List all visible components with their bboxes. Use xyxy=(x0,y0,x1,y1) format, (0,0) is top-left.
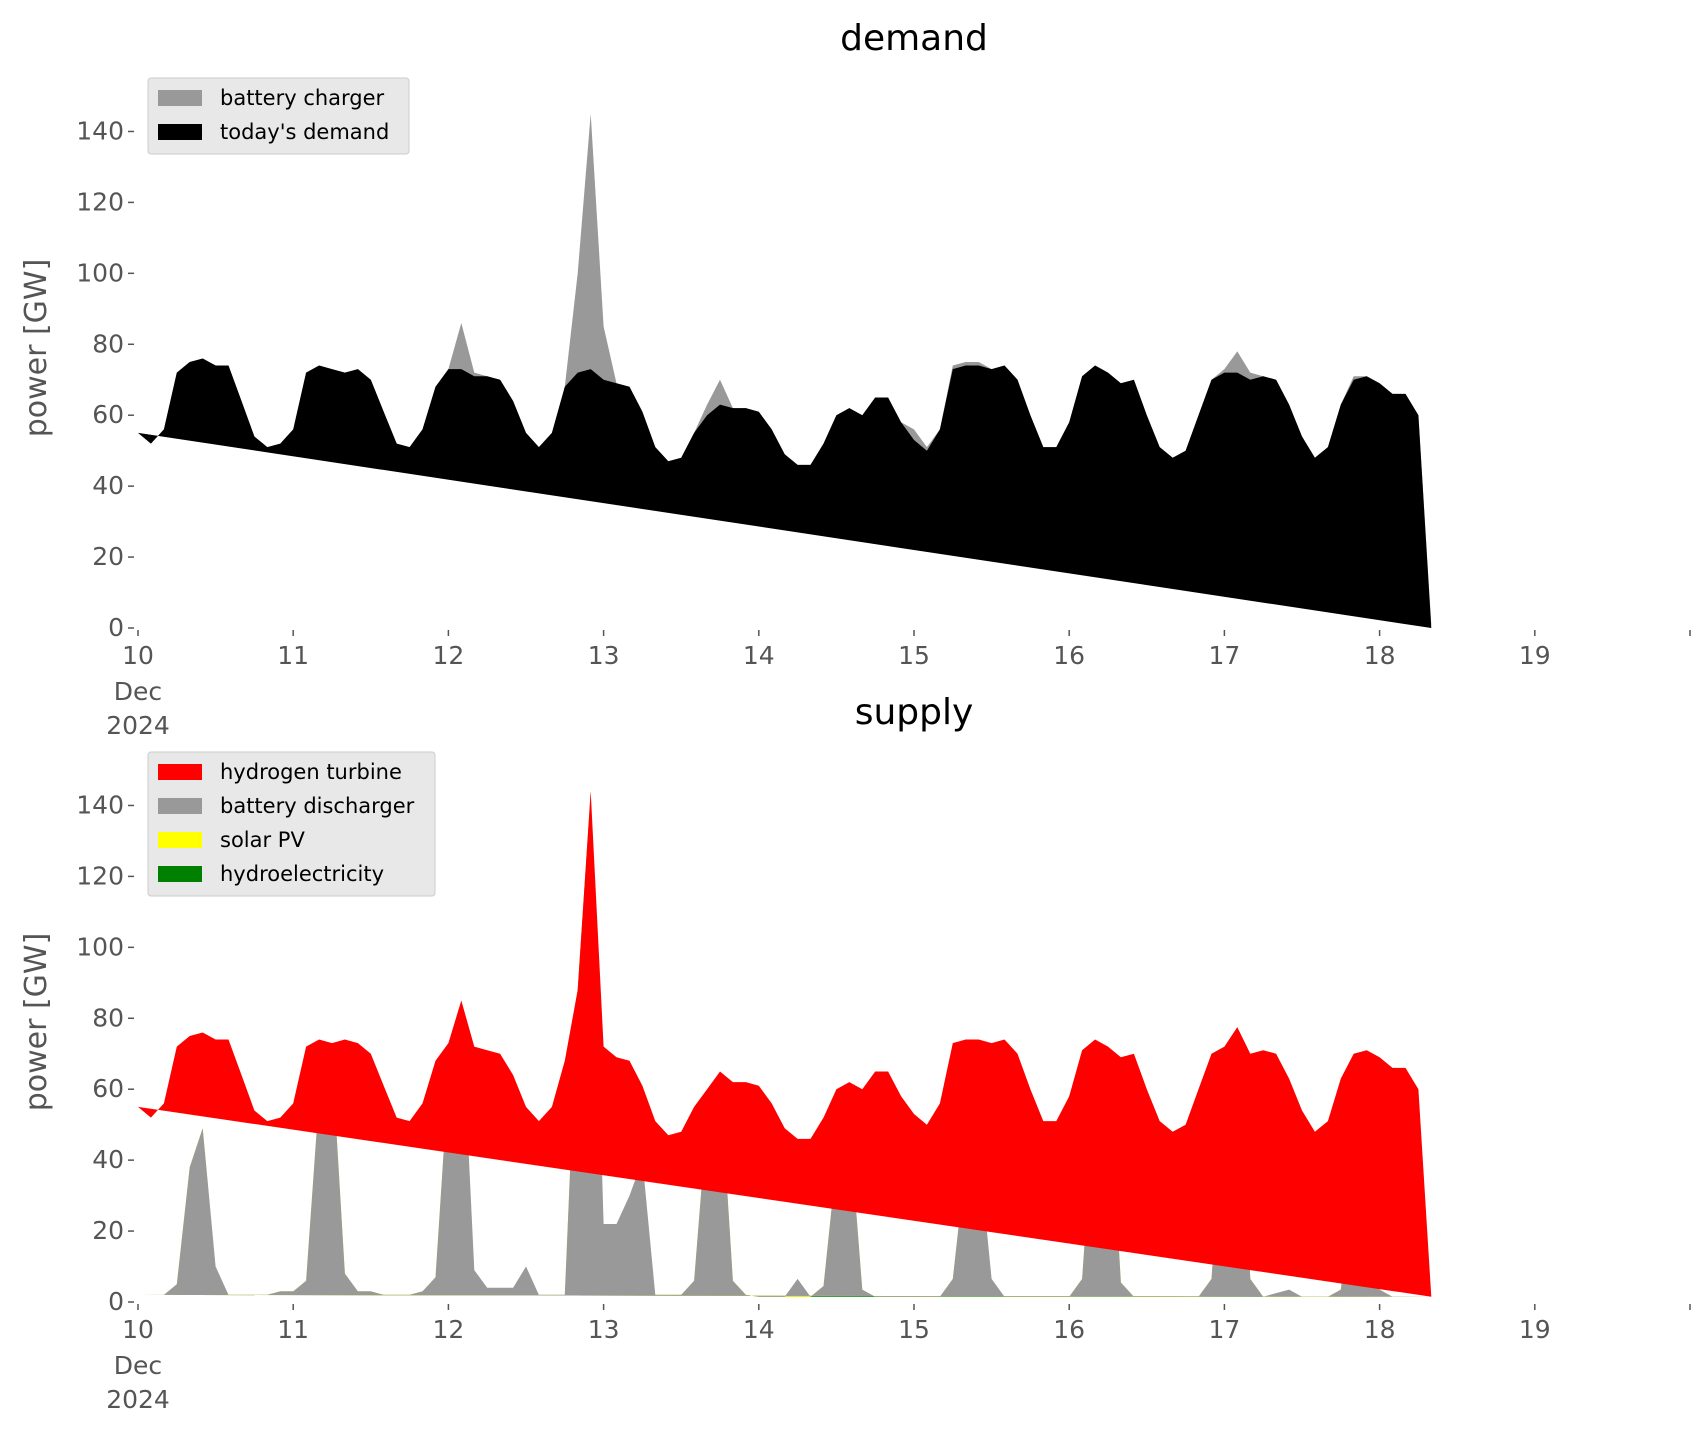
x-tick-label: 19 xyxy=(1519,641,1551,670)
x-tick-label: 12 xyxy=(432,641,464,670)
legend-label-todays-demand: today's demand xyxy=(220,120,389,144)
demand-legend: battery charger today's demand xyxy=(147,77,410,155)
x-tick-label: 17 xyxy=(1208,641,1240,670)
legend-label-battery-discharger: battery discharger xyxy=(220,794,415,818)
legend-swatch-battery-charger xyxy=(158,90,202,106)
x-tick-label: 10 xyxy=(122,641,154,670)
y-tick-label: 140 xyxy=(76,116,124,145)
y-tick-label: 20 xyxy=(92,1216,124,1245)
x-tick-label: 13 xyxy=(588,1315,620,1344)
x-tick-label: 16 xyxy=(1053,1315,1085,1344)
y-tick-label: 40 xyxy=(92,1145,124,1174)
x-tick-label: 14 xyxy=(743,1315,775,1344)
legend-swatch-hydroelectricity xyxy=(158,866,202,882)
y-tick-label: 20 xyxy=(92,542,124,571)
legend-label-battery-charger: battery charger xyxy=(220,86,385,110)
x-tick-label: 17 xyxy=(1208,1315,1240,1344)
x-tick-sublabel: Dec xyxy=(114,1351,162,1380)
demand-axes: 0 20 40 60 80 100 120 140 10 Dec 2024 11 12 13 14 15 16 1… xyxy=(76,116,1691,740)
legend-label-solar-pv: solar PV xyxy=(220,828,305,852)
x-tick-label: 15 xyxy=(898,641,930,670)
demand-y-axis-label: power [GW] xyxy=(19,259,54,438)
legend-swatch-hydrogen-turbine xyxy=(158,764,202,780)
supply-legend: hydrogen turbine battery discharger sola… xyxy=(147,751,436,897)
legend-label-hydroelectricity: hydroelectricity xyxy=(220,862,384,886)
y-tick-label: 100 xyxy=(76,258,124,287)
y-tick-label: 120 xyxy=(76,187,124,216)
demand-areas xyxy=(138,113,1432,628)
x-tick-label: 11 xyxy=(277,1315,309,1344)
x-tick-label: 16 xyxy=(1053,641,1085,670)
supply-axes: 0 20 40 60 80 100 120 140 10 Dec 2024 11 12 13 14 15 16 1… xyxy=(76,790,1691,1414)
legend-box xyxy=(147,77,410,155)
y-tick-label: 60 xyxy=(92,400,124,429)
x-tick-label: 12 xyxy=(432,1315,464,1344)
x-tick-label: 14 xyxy=(743,641,775,670)
x-tick-label: 11 xyxy=(277,641,309,670)
y-tick-label: 80 xyxy=(92,1003,124,1032)
legend-label-hydrogen-turbine: hydrogen turbine xyxy=(220,760,402,784)
demand-title: demand xyxy=(840,18,988,59)
y-tick-label: 80 xyxy=(92,329,124,358)
y-tick-label: 0 xyxy=(108,1287,124,1316)
x-tick-label: 19 xyxy=(1519,1315,1551,1344)
x-tick-sublabel: 2024 xyxy=(106,711,170,740)
y-tick-label: 60 xyxy=(92,1074,124,1103)
y-tick-label: 140 xyxy=(76,790,124,819)
supply-panel: supply power [GW] 0 20 40 60 80 100 120 140 10 De… xyxy=(19,692,1691,1414)
y-tick-label: 40 xyxy=(92,471,124,500)
x-tick-sublabel: Dec xyxy=(114,677,162,706)
x-tick-label: 13 xyxy=(588,641,620,670)
x-tick-sublabel: 2024 xyxy=(106,1385,170,1414)
area-today-s-demand xyxy=(138,358,1432,628)
legend-box xyxy=(147,751,436,897)
legend-swatch-battery-discharger xyxy=(158,798,202,814)
y-tick-label: 100 xyxy=(76,932,124,961)
y-tick-label: 120 xyxy=(76,861,124,890)
demand-panel: demand power [GW] 0 20 40 60 80 100 120 140 10 De… xyxy=(19,18,1691,740)
y-tick-label: 0 xyxy=(108,613,124,642)
supply-title: supply xyxy=(855,692,974,733)
x-tick-label: 18 xyxy=(1364,641,1396,670)
legend-swatch-todays-demand xyxy=(158,124,202,140)
x-tick-label: 15 xyxy=(898,1315,930,1344)
supply-y-axis-label: power [GW] xyxy=(19,933,54,1112)
area-hydrogen-turbine xyxy=(138,791,1432,1297)
x-tick-label: 10 xyxy=(122,1315,154,1344)
legend-swatch-solar-pv xyxy=(158,832,202,848)
x-tick-label: 18 xyxy=(1364,1315,1396,1344)
supply-areas xyxy=(138,791,1432,1297)
